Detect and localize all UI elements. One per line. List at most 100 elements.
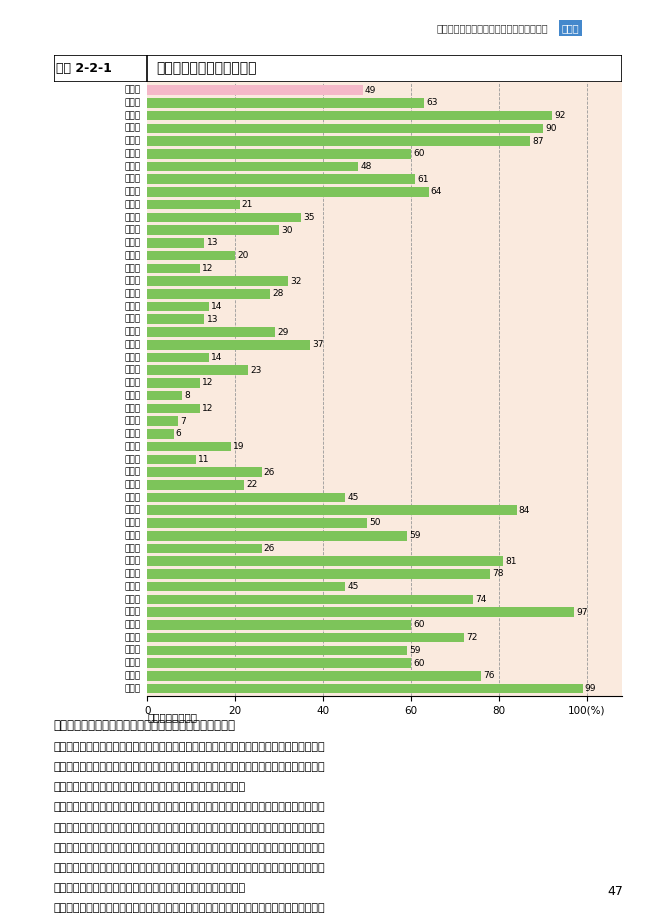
Bar — [147, 646, 407, 655]
Text: 道路復旧に伴って用地買収を行う際には、用地買収に係る土地の境界を確認して、工事に: 道路復旧に伴って用地買収を行う際には、用地買収に係る土地の境界を確認して、工事に — [54, 903, 325, 913]
Text: 81: 81 — [506, 557, 517, 566]
Text: 沖　縄: 沖 縄 — [124, 684, 140, 693]
Text: 地震等による被害を受けた地域においては、復旧・復興に向けた迅速な取り組みが求めら: 地震等による被害を受けた地域においては、復旧・復興に向けた迅速な取り組みが求めら — [54, 742, 325, 752]
Text: 35: 35 — [303, 213, 315, 222]
Text: 秋　田: 秋 田 — [124, 149, 140, 158]
Bar — [147, 289, 270, 299]
Bar — [147, 506, 516, 515]
Text: 87: 87 — [532, 136, 543, 146]
Bar — [147, 556, 504, 566]
Text: 45: 45 — [347, 583, 359, 591]
Text: 新　潟: 新 潟 — [124, 277, 140, 286]
Text: 12: 12 — [202, 404, 213, 413]
Text: 宮　城: 宮 城 — [124, 136, 140, 146]
Bar — [147, 187, 429, 197]
Bar — [147, 238, 204, 247]
Bar — [147, 633, 464, 642]
Text: 東　京: 東 京 — [124, 251, 140, 260]
Bar — [147, 467, 262, 477]
Bar — [147, 480, 244, 489]
Text: 岩　手: 岩 手 — [124, 124, 140, 133]
Text: 福　岡: 福 岡 — [124, 594, 140, 604]
Text: 長　野: 長 野 — [124, 340, 140, 349]
Bar — [147, 85, 363, 95]
Text: 26: 26 — [264, 544, 275, 553]
Text: 8: 8 — [185, 391, 190, 400]
Text: 32: 32 — [290, 277, 302, 286]
Bar — [147, 353, 209, 362]
Text: 復旧・復興の工事に着手する際、まずは土地所有者の確認が必要となるが、地籍調査の未: 復旧・復興の工事に着手する際、まずは土地所有者の確認が必要となるが、地籍調査の未 — [54, 802, 325, 812]
Bar — [147, 594, 472, 605]
Text: 19: 19 — [233, 442, 244, 451]
Text: れるが、被災地域における地籍調査の実施・未実施の違いは、住宅の再建やライフラインの: れるが、被災地域における地籍調査の実施・未実施の違いは、住宅の再建やライフライン… — [54, 762, 325, 772]
Text: 14: 14 — [211, 353, 222, 362]
Text: 28: 28 — [272, 289, 284, 299]
Text: 広　島: 広 島 — [124, 518, 140, 528]
Text: 90: 90 — [545, 124, 557, 133]
Text: 復旧等に要する時間や費用に大きな差を生じさせることになる。: 復旧等に要する時間や費用に大きな差を生じさせることになる。 — [54, 782, 246, 792]
Text: 30: 30 — [282, 225, 293, 234]
Text: 神奈川: 神奈川 — [124, 264, 140, 273]
Text: 愛　媛: 愛 媛 — [124, 570, 140, 578]
Text: 72: 72 — [466, 633, 478, 642]
Text: 大　阪: 大 阪 — [124, 430, 140, 439]
Text: 資料：国土交通省: 資料：国土交通省 — [147, 713, 197, 723]
Text: 滋　賀: 滋 賀 — [124, 404, 140, 413]
Text: 21: 21 — [242, 201, 253, 209]
Bar — [147, 442, 231, 452]
Bar — [147, 417, 178, 426]
Text: 47: 47 — [607, 885, 624, 898]
Text: 栃　木: 栃 木 — [124, 201, 140, 209]
Bar — [147, 111, 552, 120]
Text: （地籍調査の実施の有無による復旧・復興の取組の違い）: （地籍調査の実施の有無による復旧・復興の取組の違い） — [54, 719, 235, 732]
Text: 熊　本: 熊 本 — [124, 633, 140, 642]
Text: 13: 13 — [207, 238, 218, 247]
Text: 宮　崎: 宮 崎 — [124, 659, 140, 668]
Text: 12: 12 — [202, 378, 213, 387]
Text: 76: 76 — [484, 671, 495, 681]
Bar — [147, 378, 200, 387]
Bar — [147, 429, 173, 439]
Text: 富　山: 富 山 — [124, 289, 140, 299]
Text: 97: 97 — [576, 607, 587, 616]
Text: 福　島: 福 島 — [124, 175, 140, 184]
Text: 45: 45 — [347, 493, 359, 502]
Text: 7: 7 — [180, 417, 186, 426]
Text: 60: 60 — [413, 620, 425, 629]
Text: 23: 23 — [250, 365, 262, 375]
Bar — [147, 493, 345, 502]
Bar — [147, 124, 543, 133]
Text: 14: 14 — [211, 302, 222, 311]
Text: 茨　城: 茨 城 — [124, 188, 140, 196]
Text: 第２章: 第２章 — [562, 23, 579, 33]
Text: 山　形: 山 形 — [124, 162, 140, 171]
Text: 48: 48 — [361, 162, 372, 171]
Text: 奈　良: 奈 良 — [124, 455, 140, 463]
Text: 59: 59 — [409, 531, 420, 540]
Bar — [147, 225, 279, 234]
Text: 実施地域では、地籍調査実施地域と比較して土地所有者による境界の確認に多大な時間を要: 実施地域では、地籍調査実施地域と比較して土地所有者による境界の確認に多大な時間を… — [54, 823, 325, 833]
Text: 北海道: 北海道 — [124, 98, 140, 107]
Text: 長　崎: 長 崎 — [124, 620, 140, 629]
Bar — [147, 404, 200, 413]
Text: 74: 74 — [475, 594, 486, 604]
Text: 埼　玉: 埼 玉 — [124, 225, 140, 234]
Text: 徳　島: 徳 島 — [124, 544, 140, 553]
Text: 78: 78 — [492, 570, 504, 578]
Bar — [147, 607, 574, 616]
Text: 地籍調査都道府県別進捗率: 地籍調査都道府県別進捗率 — [156, 61, 256, 76]
Text: 37: 37 — [312, 340, 324, 349]
Bar — [147, 213, 301, 223]
Text: 20: 20 — [237, 251, 249, 260]
Text: 64: 64 — [431, 188, 442, 196]
Bar — [147, 620, 411, 629]
Text: 東日本大震災の影響と復興に向けての課題: 東日本大震災の影響と復興に向けての課題 — [437, 23, 549, 33]
Text: 千　葉: 千 葉 — [124, 238, 140, 247]
Text: する。また、津波等によって土地の境界を示す杭が消失、移動した場合には、境界の確認作: する。また、津波等によって土地の境界を示す杭が消失、移動した場合には、境界の確認… — [54, 843, 325, 853]
Bar — [147, 365, 248, 375]
Bar — [147, 544, 262, 553]
Bar — [147, 683, 583, 693]
Bar — [147, 518, 367, 528]
Text: 12: 12 — [202, 264, 213, 273]
Text: 99: 99 — [585, 684, 596, 693]
